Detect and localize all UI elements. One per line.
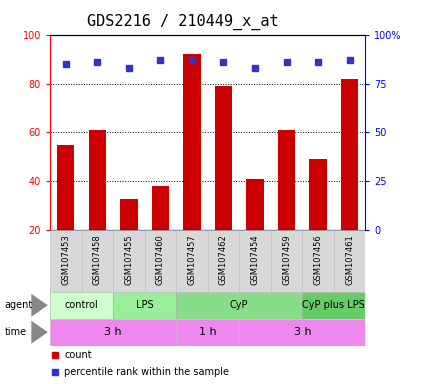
Bar xyxy=(82,230,113,292)
Text: 3 h: 3 h xyxy=(293,327,310,337)
Text: GSM107457: GSM107457 xyxy=(187,235,196,285)
Text: time: time xyxy=(4,327,26,337)
Bar xyxy=(214,86,232,230)
Bar xyxy=(144,230,176,292)
Text: CyP plus LPS: CyP plus LPS xyxy=(302,300,365,310)
Text: GSM107461: GSM107461 xyxy=(344,235,353,285)
Bar xyxy=(50,230,82,292)
Bar xyxy=(270,230,302,292)
Bar xyxy=(183,54,200,230)
Bar xyxy=(50,292,113,319)
Bar xyxy=(113,292,176,319)
Bar xyxy=(151,186,169,230)
Bar xyxy=(57,145,74,230)
Text: count: count xyxy=(64,350,92,360)
Bar xyxy=(239,230,270,292)
Bar xyxy=(207,230,239,292)
Bar xyxy=(277,130,295,230)
Bar xyxy=(302,292,365,319)
Text: GSM107458: GSM107458 xyxy=(92,235,102,285)
Bar xyxy=(333,230,365,292)
Bar xyxy=(239,319,365,346)
Text: LPS: LPS xyxy=(135,300,153,310)
Text: control: control xyxy=(65,300,98,310)
Bar xyxy=(113,230,144,292)
Text: 3 h: 3 h xyxy=(104,327,122,337)
Text: GSM107456: GSM107456 xyxy=(313,235,322,285)
Bar xyxy=(120,199,137,230)
Bar xyxy=(340,79,358,230)
Text: GSM107455: GSM107455 xyxy=(124,235,133,285)
Bar xyxy=(246,179,263,230)
Text: CyP: CyP xyxy=(230,300,248,310)
Text: GDS2216 / 210449_x_at: GDS2216 / 210449_x_at xyxy=(87,13,278,30)
Bar xyxy=(309,159,326,230)
Text: 1 h: 1 h xyxy=(198,327,216,337)
Bar xyxy=(176,230,207,292)
Text: GSM107454: GSM107454 xyxy=(250,235,259,285)
Bar xyxy=(89,130,106,230)
Text: percentile rank within the sample: percentile rank within the sample xyxy=(64,366,229,377)
Text: GSM107453: GSM107453 xyxy=(61,235,70,285)
Text: agent: agent xyxy=(4,300,33,310)
Polygon shape xyxy=(31,321,48,344)
Bar xyxy=(176,319,239,346)
Text: GSM107462: GSM107462 xyxy=(218,235,227,285)
Text: GSM107460: GSM107460 xyxy=(155,235,164,285)
Bar xyxy=(176,292,302,319)
Text: GSM107459: GSM107459 xyxy=(281,235,290,285)
Polygon shape xyxy=(31,294,48,317)
Bar xyxy=(302,230,333,292)
Bar xyxy=(50,319,176,346)
